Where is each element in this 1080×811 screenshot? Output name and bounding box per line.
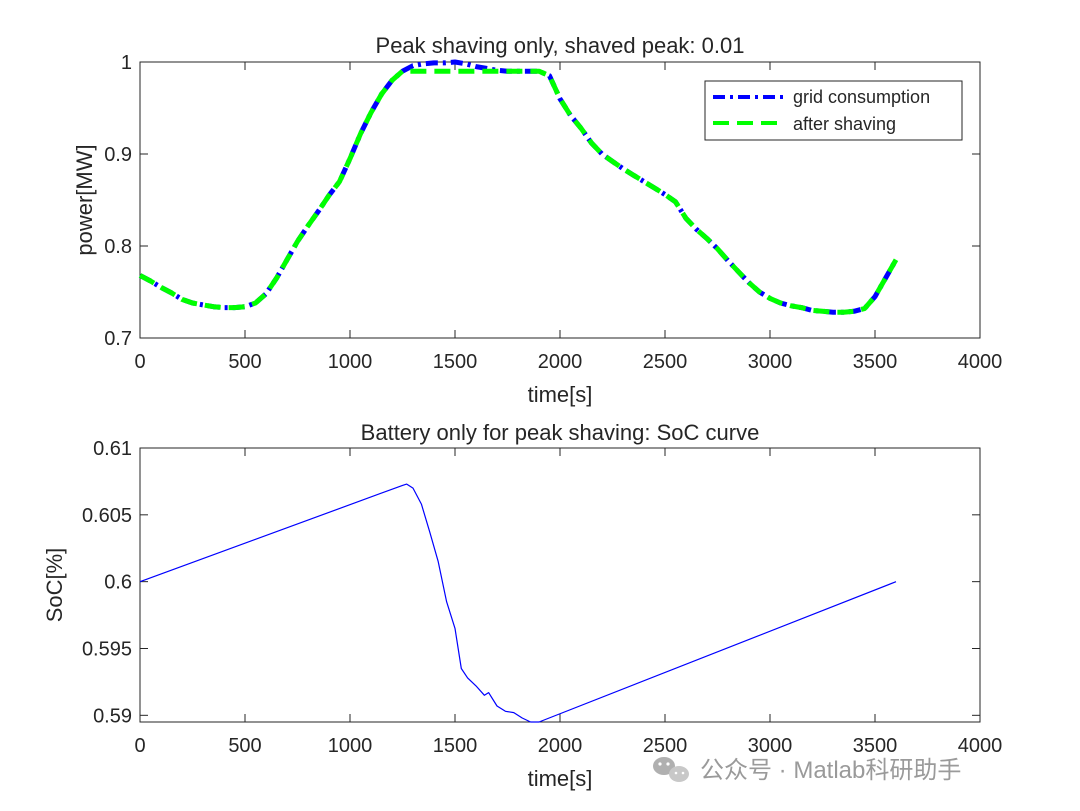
power-x-tick-label: 3500 bbox=[853, 351, 898, 373]
power-series-after-shaving bbox=[138, 68, 899, 315]
power-x-tick-label: 2000 bbox=[538, 351, 583, 373]
soc-y-axis-label: SoC[%] bbox=[42, 548, 67, 623]
power-x-tick-label: 3000 bbox=[748, 351, 793, 373]
soc-x-tick-label: 3500 bbox=[853, 735, 898, 757]
watermark: 公众号 · Matlab科研助手 bbox=[653, 757, 961, 784]
power-x-tick-label: 0 bbox=[134, 351, 145, 373]
watermark-text: 公众号 · Matlab科研助手 bbox=[700, 757, 961, 784]
soc-x-tick-label: 0 bbox=[134, 735, 145, 757]
soc-y-tick-label: 0.605 bbox=[82, 505, 132, 527]
power-series-lines bbox=[138, 59, 899, 315]
legend-box bbox=[704, 80, 963, 141]
soc-series-soc bbox=[139, 483, 897, 723]
soc-x-tick-label: 500 bbox=[228, 735, 261, 757]
legend-label-after-shaving: after shaving bbox=[793, 114, 896, 134]
soc-series-lines bbox=[139, 483, 897, 723]
power-subplot: Peak shaving only, shaved peak: 0.01 tim… bbox=[72, 33, 1002, 407]
power-y-tick-label: 0.8 bbox=[104, 236, 132, 258]
power-x-tick-label: 4000 bbox=[958, 351, 1003, 373]
soc-chart-title: Battery only for peak shaving: SoC curve bbox=[361, 420, 760, 445]
power-y-tick-label: 0.7 bbox=[104, 328, 132, 350]
power-x-tick-label: 2500 bbox=[643, 351, 688, 373]
power-chart-title: Peak shaving only, shaved peak: 0.01 bbox=[376, 33, 745, 58]
soc-y-tick-label: 0.61 bbox=[93, 438, 132, 460]
power-x-ticks: 0 500 1000 1500 2000 2500 3000 3500 4000 bbox=[134, 62, 1002, 373]
power-y-axis-label: power[MW] bbox=[72, 144, 97, 255]
soc-x-tick-label: 2000 bbox=[538, 735, 583, 757]
legend-label-grid-consumption: grid consumption bbox=[793, 87, 930, 107]
power-y-ticks: 0.7 0.8 0.9 1 bbox=[104, 52, 980, 350]
soc-x-tick-label: 1500 bbox=[433, 735, 478, 757]
soc-axes-box bbox=[139, 447, 981, 723]
soc-x-tick-label: 4000 bbox=[958, 735, 1003, 757]
soc-y-tick-label: 0.595 bbox=[82, 638, 132, 660]
power-y-tick-label: 1 bbox=[121, 52, 132, 74]
soc-x-ticks: 0 500 1000 1500 2000 2500 3000 3500 4000 bbox=[134, 448, 1002, 757]
power-x-tick-label: 1000 bbox=[328, 351, 373, 373]
soc-x-tick-label: 1000 bbox=[328, 735, 373, 757]
power-x-axis-label: time[s] bbox=[528, 382, 593, 407]
power-x-tick-label: 500 bbox=[228, 351, 261, 373]
soc-x-tick-label: 2500 bbox=[643, 735, 688, 757]
soc-y-tick-label: 0.6 bbox=[104, 572, 132, 594]
soc-y-ticks: 0.59 0.595 0.6 0.605 0.61 bbox=[82, 438, 980, 727]
soc-subplot: Battery only for peak shaving: SoC curve… bbox=[42, 420, 1002, 791]
power-x-tick-label: 1500 bbox=[433, 351, 478, 373]
soc-x-axis-label: time[s] bbox=[528, 766, 593, 791]
soc-y-tick-label: 0.59 bbox=[93, 705, 132, 727]
wechat-icon bbox=[653, 757, 689, 782]
power-y-tick-label: 0.9 bbox=[104, 144, 132, 166]
power-legend: grid consumption after shaving bbox=[704, 80, 963, 141]
soc-x-tick-label: 3000 bbox=[748, 735, 793, 757]
